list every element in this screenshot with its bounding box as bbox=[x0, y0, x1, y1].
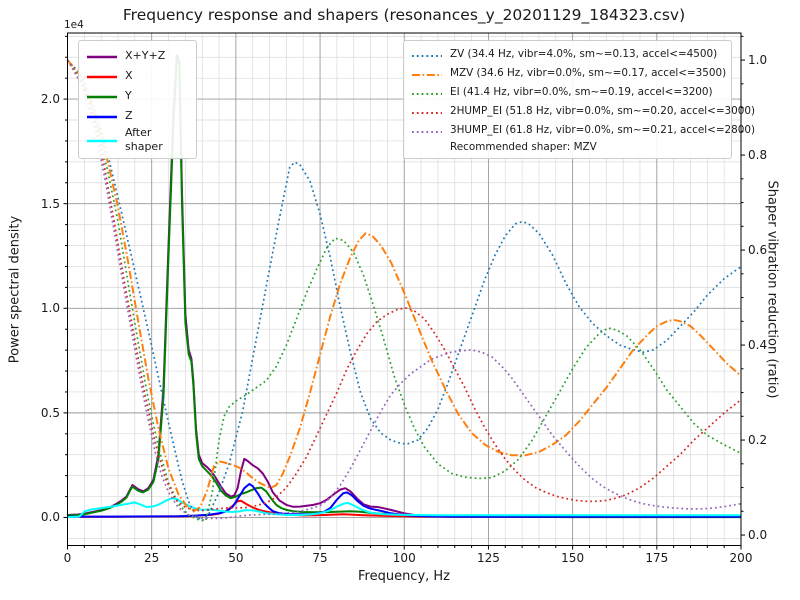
x-tick-label: 0 bbox=[63, 551, 72, 565]
y-left-tick-label: 2.0 bbox=[40, 92, 60, 107]
y-axis-left-label: Power spectral density bbox=[7, 215, 23, 364]
legend-line-sample-icon bbox=[411, 64, 443, 83]
legend-line-sample-icon bbox=[86, 46, 118, 65]
legend-shapers-label: EI (41.4 Hz, vibr=0.0%, sm~=0.19, accel<… bbox=[450, 86, 713, 98]
y-axis-right-label: Shaper vibration reduction (ratio) bbox=[764, 180, 780, 399]
legend-shapers-label: MZV (34.6 Hz, vibr=0.0%, sm~=0.17, accel… bbox=[450, 67, 727, 79]
legend-line-sample-icon bbox=[86, 130, 118, 149]
legend-shapers-label: 2HUMP_EI (51.8 Hz, vibr=0.0%, sm~=0.20, … bbox=[450, 105, 756, 117]
legend-psd: X+Y+Z X Y Z After shaper bbox=[78, 40, 197, 159]
x-tick-label: 100 bbox=[392, 551, 416, 565]
legend-line-sample-icon bbox=[411, 45, 443, 64]
legend-shapers-item: EI (41.4 Hz, vibr=0.0%, sm~=0.19, accel<… bbox=[411, 83, 724, 102]
legend-line-sample-icon bbox=[86, 66, 118, 85]
legend-line-sample-icon bbox=[411, 102, 443, 121]
legend-psd-label: X+Y+Z bbox=[125, 48, 166, 62]
legend-shapers-item: ZV (34.4 Hz, vibr=4.0%, sm~=0.13, accel<… bbox=[411, 45, 724, 64]
legend-line-sample-icon bbox=[86, 106, 118, 125]
y-right-tick-label: 0.4 bbox=[748, 338, 768, 353]
y-right-tick-label: 0.0 bbox=[748, 528, 768, 543]
legend-shapers-item: 3HUMP_EI (61.8 Hz, vibr=0.0%, sm~=0.21, … bbox=[411, 121, 755, 140]
tick-marks bbox=[63, 35, 745, 550]
x-tick-label: 150 bbox=[561, 551, 585, 565]
legend-shapers-label: Recommended shaper: MZV bbox=[450, 141, 597, 154]
legend-line-sample-icon bbox=[86, 86, 118, 105]
y-left-tick-label: 0.5 bbox=[40, 405, 60, 420]
legend-psd-item: Z bbox=[86, 106, 189, 125]
legend-psd-item: X+Y+Z bbox=[86, 46, 189, 65]
psd-series-group bbox=[67, 54, 741, 519]
x-tick-label: 175 bbox=[645, 551, 669, 565]
shaper-series-group bbox=[66, 59, 742, 522]
y-axis-offset-label: 1e4 bbox=[64, 19, 84, 31]
x-tick-label: 125 bbox=[476, 551, 500, 565]
y-left-tick-label: 1.5 bbox=[40, 196, 60, 211]
x-tick-label: 25 bbox=[144, 551, 160, 565]
legend-psd-item: X bbox=[86, 66, 189, 85]
x-tick-label: 50 bbox=[228, 551, 244, 565]
legend-shapers-item: Recommended shaper: MZV bbox=[411, 140, 724, 155]
y-left-tick-label: 1.0 bbox=[40, 301, 60, 316]
y-left-tick-label: 0.0 bbox=[40, 510, 60, 525]
chart-title: Frequency response and shapers (resonanc… bbox=[122, 6, 686, 24]
legend-shapers: ZV (34.4 Hz, vibr=4.0%, sm~=0.13, accel<… bbox=[403, 40, 755, 160]
series-after-shaper bbox=[67, 497, 741, 519]
legend-shapers-label: ZV (34.4 Hz, vibr=4.0%, sm~=0.13, accel<… bbox=[450, 48, 718, 60]
series-zv bbox=[66, 59, 742, 522]
legend-psd-label: Z bbox=[125, 108, 133, 122]
legend-psd-label: After shaper bbox=[125, 126, 163, 153]
legend-shapers-item: 2HUMP_EI (51.8 Hz, vibr=0.0%, sm~=0.20, … bbox=[411, 102, 755, 121]
legend-psd-item: Y bbox=[86, 86, 189, 105]
x-tick-label: 75 bbox=[312, 551, 328, 565]
legend-psd-label: Y bbox=[125, 88, 132, 102]
y-right-tick-label: 1.0 bbox=[748, 53, 768, 68]
y-right-tick-label: 0.8 bbox=[748, 148, 768, 163]
y-right-tick-label: 0.2 bbox=[748, 433, 768, 448]
legend-psd-label: X bbox=[125, 68, 133, 82]
series-3hump-ei bbox=[66, 59, 742, 520]
y-right-tick-label: 0.6 bbox=[748, 243, 768, 258]
legend-psd-item: After shaper bbox=[86, 126, 189, 154]
series-2hump-ei bbox=[66, 59, 742, 512]
legend-line-sample-icon bbox=[411, 121, 443, 140]
x-tick-label: 200 bbox=[729, 551, 753, 565]
legend-shapers-item: MZV (34.6 Hz, vibr=0.0%, sm~=0.17, accel… bbox=[411, 64, 727, 83]
legend-line-sample-icon bbox=[411, 83, 443, 102]
x-axis-label: Frequency, Hz bbox=[357, 569, 451, 584]
series-mzv bbox=[66, 59, 742, 513]
legend-shapers-label: 3HUMP_EI (61.8 Hz, vibr=0.0%, sm~=0.21, … bbox=[450, 124, 756, 136]
